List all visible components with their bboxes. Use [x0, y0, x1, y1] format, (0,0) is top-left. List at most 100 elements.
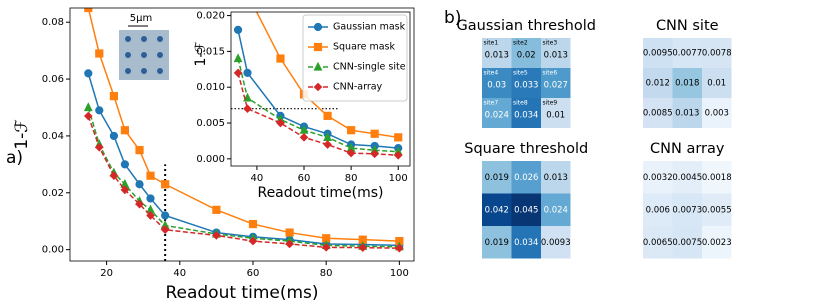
series-line — [237, 58, 399, 153]
cell-label: site5 — [513, 70, 528, 77]
marker — [146, 171, 155, 180]
y-tick-label: 0.015 — [196, 46, 225, 57]
heatmap-cell — [702, 193, 732, 226]
marker — [358, 243, 368, 252]
line-chart: 0.000 0.005 0.010 0.015 0.020 40 60 80 100 Readou… — [193, 11, 411, 201]
marker — [248, 219, 258, 229]
cell-value: 0.019 — [485, 238, 509, 248]
marker — [276, 54, 285, 63]
cell-value: 0.006 — [646, 205, 670, 215]
heatmap-title: CNN site — [656, 18, 719, 34]
marker — [212, 231, 221, 240]
marker — [146, 211, 155, 220]
cell-value: 0.034 — [514, 111, 538, 121]
series-layer — [233, 12, 403, 160]
cell-value: 0.01 — [546, 111, 565, 121]
cell-value: 0.0078 — [702, 49, 732, 59]
heatmap-cell — [702, 161, 732, 194]
legend-label: Gaussian mask — [333, 22, 406, 33]
panel-label: a) — [6, 148, 23, 168]
cell-value: 0.02 — [517, 51, 536, 61]
marker — [233, 68, 243, 78]
heatmap-cell — [702, 68, 732, 98]
x-tick-label: 100 — [389, 173, 408, 184]
cell-value: 0.024 — [544, 205, 568, 215]
legend: Gaussian mask Square mask CNN-single site C… — [302, 14, 408, 102]
marker — [243, 68, 252, 77]
marker — [120, 160, 129, 169]
heatmap-cell — [482, 226, 512, 259]
heatmap-cell — [672, 226, 702, 259]
marker — [94, 142, 104, 152]
heatmap-cell — [672, 38, 702, 68]
y-axis-label: 1-ℱ — [12, 119, 32, 149]
marker — [161, 211, 170, 220]
cell-value: 0.0093 — [541, 238, 571, 248]
marker — [323, 140, 332, 149]
marker — [109, 92, 119, 101]
cell-value: 0.0023 — [702, 238, 732, 248]
panel-label: b) — [444, 8, 461, 28]
heatmap-cell — [511, 161, 541, 194]
x-axis-label: Readout time(ms) — [165, 283, 318, 303]
cell-value: 0.045 — [514, 205, 538, 215]
cell-value: 0.0073 — [672, 205, 702, 215]
heatmap: CNN site 0.0095 0.0077 0.0078 0.012 0.018 0.01… — [643, 18, 732, 128]
legend-marker — [313, 22, 323, 32]
x-tick-label: 60 — [298, 173, 311, 184]
y-tick-label: 0.005 — [196, 118, 225, 129]
y-axis-label: 1-ℱ — [193, 42, 209, 67]
cell-value: 0.003 — [705, 109, 729, 119]
marker — [370, 149, 379, 159]
heatmap-cell — [672, 68, 702, 98]
x-tick-label: 40 — [251, 173, 264, 184]
image-atom — [125, 68, 131, 74]
marker — [233, 25, 243, 35]
heatmap-cell — [541, 161, 571, 194]
cell-value: 0.034 — [514, 238, 538, 248]
heatmap-cell — [702, 98, 732, 128]
heatmap-cell — [541, 98, 571, 128]
y-tick-label: 0.00 — [42, 245, 64, 256]
cell-value: 0.013 — [544, 173, 568, 183]
legend-label: CNN-array — [333, 82, 383, 93]
cell-label: site8 — [513, 100, 528, 107]
marker — [243, 104, 252, 114]
cell-value: 0.042 — [485, 205, 509, 215]
heatmap-cell — [643, 226, 673, 259]
marker — [161, 180, 170, 189]
marker — [135, 146, 144, 155]
y-tick-label: 0.02 — [42, 188, 64, 199]
legend-marker — [313, 42, 323, 52]
marker — [393, 150, 403, 160]
image-atom — [141, 52, 147, 58]
x-tick-label: 40 — [173, 268, 186, 279]
heatmap-cell — [541, 193, 571, 226]
plot-frame — [69, 7, 415, 262]
cell-value: 0.0085 — [643, 109, 673, 119]
cell-value: 0.026 — [514, 173, 538, 183]
cell-value: 0.0032 — [643, 173, 673, 183]
cell-value: 0.013 — [544, 51, 568, 61]
image-atom — [125, 36, 131, 42]
cell-value: 0.0065 — [643, 238, 673, 248]
cell-value: 0.01 — [707, 79, 726, 89]
heatmap-title: CNN array — [650, 141, 725, 157]
marker — [120, 126, 129, 135]
cell-value: 0.0045 — [672, 173, 702, 183]
heatmap-cell — [511, 98, 541, 128]
cell-value: 0.033 — [514, 81, 538, 91]
cell-label: site6 — [543, 70, 558, 77]
image-atom — [157, 52, 163, 58]
cell-value: 0.013 — [675, 109, 699, 119]
marker — [346, 148, 356, 158]
heatmap-cell — [702, 38, 732, 68]
cell-label: site1 — [484, 40, 499, 47]
marker — [109, 171, 119, 181]
marker — [248, 236, 258, 246]
image-atom — [141, 68, 147, 74]
heatmap-cell — [643, 38, 673, 68]
